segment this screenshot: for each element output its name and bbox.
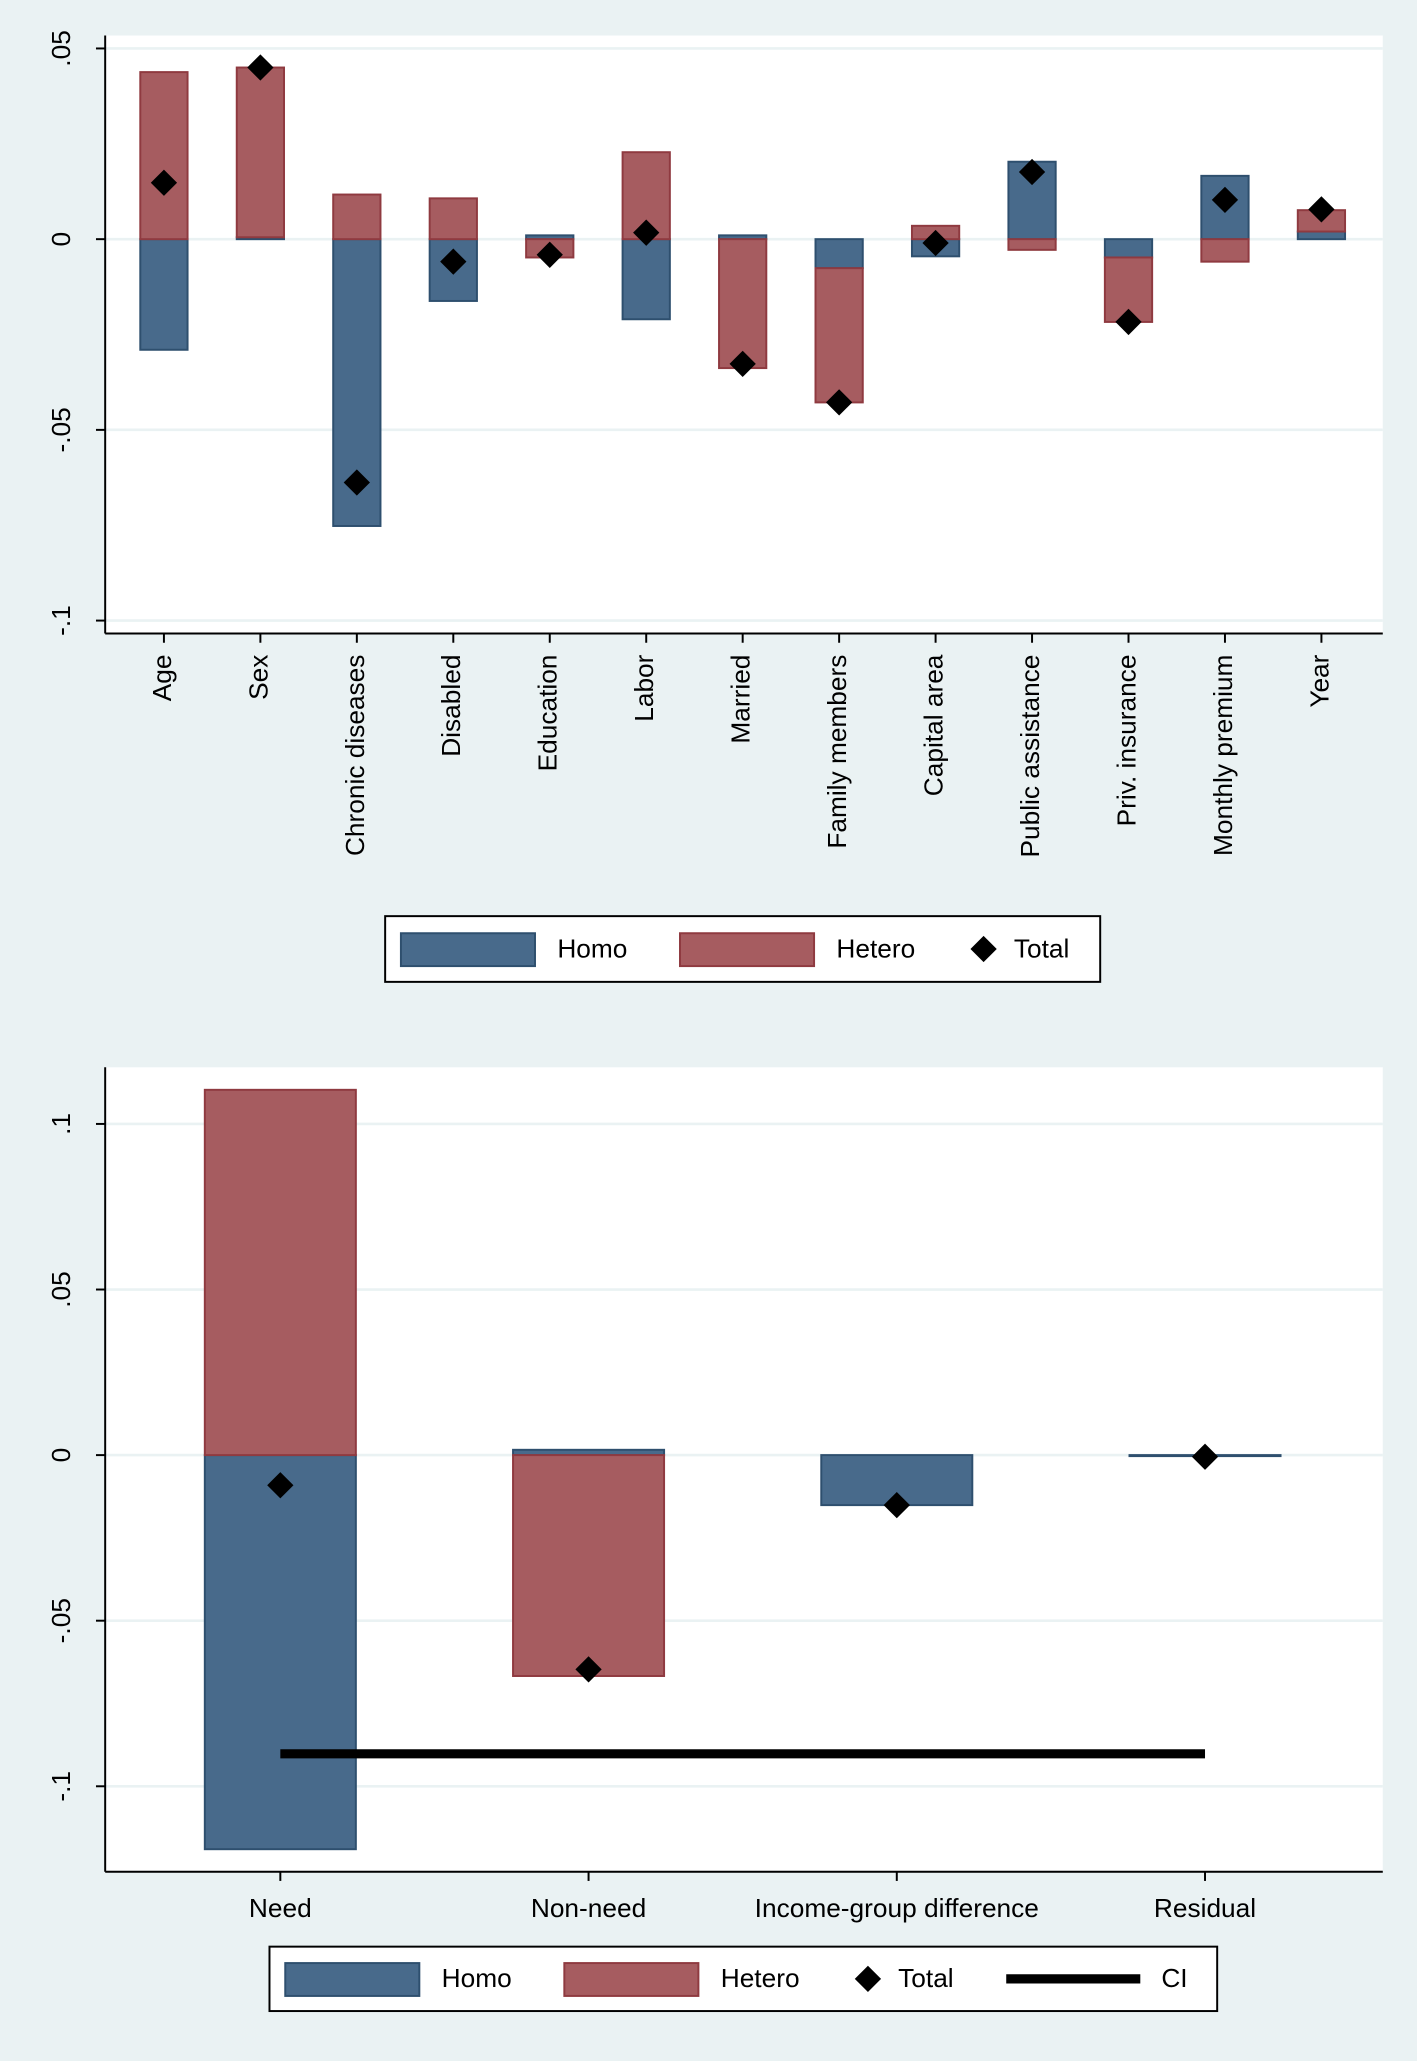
y-tick-label: -.1 [46,1771,76,1802]
bar [139,238,189,351]
x-tick-label: Family members [822,655,852,849]
x-tick-label: Monthly premium [1208,655,1238,856]
legend-label: Hetero [836,933,915,963]
x-tick-label: Priv. insurance [1111,655,1141,827]
bar [203,1088,357,1457]
y-tick-label: 0 [46,1448,76,1463]
x-tick-label: Disabled [436,655,466,757]
bar [820,1454,974,1507]
legend-label: Homo [442,1963,512,1993]
legend-label: Homo [557,933,627,963]
total-marker [150,169,178,196]
x-tick-label: Education [533,655,563,772]
legend-swatch [284,1962,421,1997]
legend-label: CI [1161,1963,1187,1993]
total-marker [247,54,274,81]
bar [1296,230,1347,241]
bar [332,193,382,241]
x-tick-label: Non-need [531,1893,646,1923]
bar [1200,238,1250,263]
x-tick-label: Public assistance [1015,655,1045,858]
bar [428,197,478,241]
bar [814,267,864,404]
total-marker [343,469,370,496]
x-tick-label: Need [249,1893,312,1923]
bar [1103,238,1154,259]
y-tick-label: 0 [46,232,76,247]
y-tick-label: -.05 [46,407,76,452]
bar [814,238,864,270]
x-tick-label: Residual [1154,1893,1256,1923]
x-tick-label: Age [147,655,177,702]
total-marker [1211,186,1239,214]
bar [235,66,286,239]
x-tick-label: Labor [629,654,659,721]
bar [1007,238,1057,251]
y-tick-label: .1 [46,1113,76,1135]
legend-swatch [563,1962,700,1997]
total-marker [440,248,467,275]
x-tick-label: Income-group difference [755,1893,1039,1923]
total-marker [575,1656,602,1683]
legend-label: Hetero [721,1963,800,1993]
y-tick-label: -.05 [46,1598,76,1643]
bar [512,1454,666,1677]
x-tick-label: Year [1304,654,1334,707]
bar [203,1454,357,1851]
total-marker [1018,158,1046,186]
x-tick-label: Chronic diseases [340,655,370,856]
legend-label: Total [898,1963,953,1993]
x-tick-label: Married [726,655,756,744]
legend-label: Total [1014,933,1069,963]
x-tick-label: Capital area [919,654,949,796]
x-tick-label: Sex [243,655,273,700]
legend-swatch [854,1965,882,1992]
total-marker [633,219,660,246]
legend-swatch [970,935,997,963]
legend-swatch [679,932,816,968]
bar [139,71,189,241]
y-tick-label: .05 [46,1271,76,1308]
y-tick-label: .05 [46,30,76,67]
total-marker [267,1472,294,1499]
legend-swatch [399,932,536,968]
total-marker [536,241,563,268]
bar [718,238,768,370]
total-marker [883,1491,910,1519]
bar [621,238,671,321]
y-tick-label: -.1 [46,605,76,636]
